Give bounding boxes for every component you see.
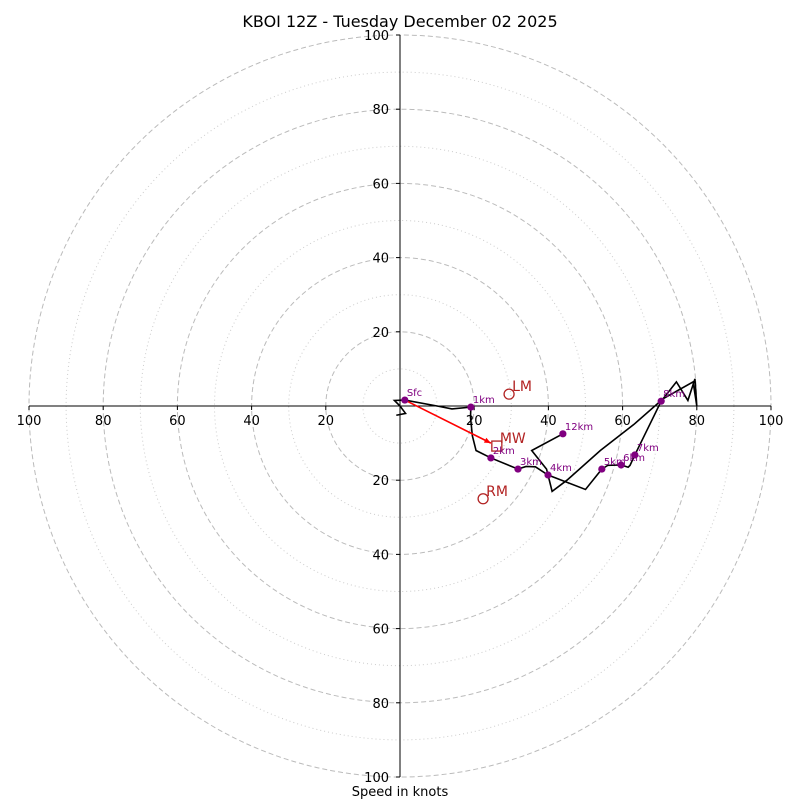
storm-motion-lm-marker bbox=[503, 388, 515, 400]
height-label-7km: 7km bbox=[637, 443, 659, 454]
height-label-1km: 1km bbox=[473, 395, 495, 406]
storm-motion-markers: LM RM MW bbox=[477, 379, 532, 505]
height-label-4km: 4km bbox=[550, 463, 572, 474]
shear-vector bbox=[404, 399, 492, 444]
y-tick-label: 20 bbox=[372, 474, 389, 489]
storm-motion-lm-label: LM bbox=[512, 379, 532, 395]
y-tick-label: 60 bbox=[372, 623, 389, 638]
x-tick-label: 80 bbox=[689, 414, 706, 429]
height-marker-7km bbox=[631, 451, 639, 459]
x-tick-label: 20 bbox=[466, 414, 483, 429]
x-tick-label: 60 bbox=[169, 414, 186, 429]
storm-motion-rm-label: RM bbox=[486, 484, 508, 500]
height-label-2km: 2km bbox=[493, 446, 515, 457]
y-tick-label: 100 bbox=[364, 29, 389, 44]
height-marker-5km bbox=[598, 465, 606, 473]
x-tick-label: 60 bbox=[614, 414, 631, 429]
shear-vector-arrowhead bbox=[483, 437, 491, 444]
y-tick-label: 60 bbox=[372, 177, 389, 192]
storm-motion-mw-marker bbox=[491, 440, 503, 452]
height-marker-6km bbox=[617, 461, 625, 469]
y-tick-label: 80 bbox=[372, 103, 389, 118]
height-label-3km: 3km bbox=[520, 457, 542, 468]
x-tick-label: 80 bbox=[95, 414, 112, 429]
y-tick-label: 100 bbox=[364, 771, 389, 786]
height-marker-3km bbox=[514, 465, 522, 473]
y-tick-label: 40 bbox=[372, 548, 389, 563]
height-label-6km: 6km bbox=[623, 453, 645, 464]
x-tick-label: 20 bbox=[318, 414, 335, 429]
height-marker-12km bbox=[559, 430, 567, 438]
y-tick-label: 20 bbox=[372, 326, 389, 341]
storm-motion-mw-label: MW bbox=[500, 431, 526, 447]
x-tick-label: 100 bbox=[759, 414, 784, 429]
height-label-5km: 5km bbox=[604, 457, 626, 468]
x-tick-label: 100 bbox=[17, 414, 42, 429]
height-marker-8km bbox=[657, 397, 665, 405]
x-tick-label: 40 bbox=[243, 414, 260, 429]
y-tick-label: 80 bbox=[372, 697, 389, 712]
storm-motion-rm-marker bbox=[477, 493, 489, 505]
y-tick-label: 40 bbox=[372, 252, 389, 267]
chart-title: KBOI 12Z - Tuesday December 02 2025 bbox=[242, 12, 557, 31]
height-marker-sfc bbox=[401, 396, 409, 404]
x-axis-label: Speed in knots bbox=[352, 785, 449, 800]
height-marker-4km bbox=[544, 471, 552, 479]
height-label-sfc: Sfc bbox=[407, 388, 422, 399]
height-marker-2km bbox=[487, 454, 495, 462]
height-label-12km: 12km bbox=[565, 422, 593, 433]
height-marker-1km bbox=[467, 403, 475, 411]
height-label-8km: 8km bbox=[663, 389, 685, 400]
x-tick-label: 40 bbox=[540, 414, 557, 429]
wind-trace-line bbox=[392, 378, 698, 493]
shear-vector-line bbox=[404, 399, 492, 444]
wind-trace bbox=[392, 378, 698, 493]
